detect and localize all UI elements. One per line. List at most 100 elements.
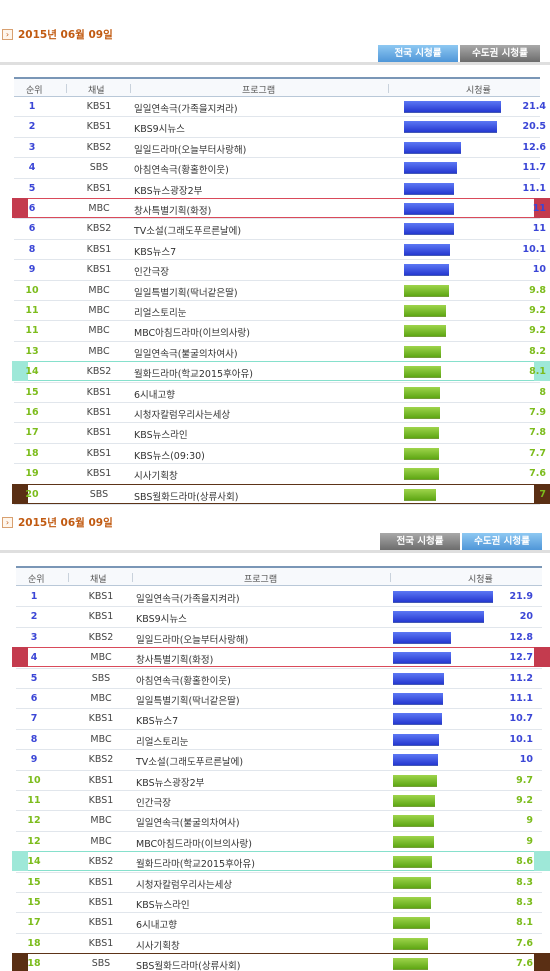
channel-cell: KBS1 [88,795,114,806]
table-row[interactable]: 15 KBS1 6시내고향 8 [14,383,546,403]
rating-value: 9 [526,815,533,827]
highlight-cap-right [534,361,550,382]
rating-bar [404,121,497,134]
table-row[interactable]: 6 MBC 창사특별기획(화정) 11 [14,199,546,220]
header-program: 프로그램 [242,86,276,96]
table-row[interactable]: 16 KBS1 시청자칼럼우리사는세상 7.9 [14,403,546,424]
table-row[interactable]: 6 MBC 일일특별기획(딱너같은딸) 11.1 [16,689,542,710]
tab-capital-ratings[interactable]: 수도권 시청률 [460,45,540,62]
table-row[interactable]: 18 SBS SBS월화드라마(상류사회) 7.6 [16,954,542,971]
table-row[interactable]: 10 MBC 일일특별기획(딱너같은딸) 9.8 [14,281,546,301]
program-cell: 시사기획창 [134,471,178,483]
rank-cell: 1 [28,101,36,112]
channel-cell: KBS1 [86,243,112,255]
program-cell: KBS뉴스7 [136,716,179,728]
table-row[interactable]: 13 MBC 일일연속극(불굴의차여사) 8.2 [14,342,546,363]
table-row[interactable]: 11 MBC 리얼스토리눈 9.2 [14,301,546,322]
channel-cell: KBS2 [88,754,114,766]
table-row[interactable]: 18 KBS1 KBS뉴스(09:30) 7.7 [14,444,546,465]
table-row[interactable]: 17 KBS1 6시내고향 8.1 [16,913,542,934]
table-row[interactable]: 20 SBS SBS월화드라마(상류사회) 7 [14,485,546,505]
table-row[interactable]: 17 KBS1 KBS뉴스라인 7.8 [14,423,546,444]
rating-bar [393,693,443,705]
rank-cell: 9 [30,754,38,766]
table-row[interactable]: 15 KBS1 KBS뉴스라인 8.3 [16,893,542,914]
table-row[interactable]: 15 KBS1 시청자칼럼우리사는세상 8.3 [16,873,542,893]
channel-cell: KBS1 [86,121,112,133]
channel-cell: KBS1 [88,917,114,929]
table-row[interactable]: 7 KBS1 KBS뉴스7 10.7 [16,709,542,730]
table-row[interactable]: 19 KBS1 시사기획창 7.6 [14,464,546,485]
rating-bar [393,917,430,930]
table-row[interactable]: 14 KBS2 월화드라마(학교2015후아유) 8.1 [14,362,546,383]
table-row[interactable]: 12 MBC MBC아침드라마(이브의사랑) 9 [16,832,542,853]
header-divider [68,573,69,582]
channel-cell: KBS1 [86,182,112,194]
table-row[interactable]: 11 KBS1 인간극장 9.2 [16,791,542,812]
highlight-cap-right [534,953,550,971]
program-cell: TV소설(그래도푸르른날에) [134,226,242,238]
program-cell: 리얼스토리눈 [134,308,187,319]
tab-capital-ratings[interactable]: 수도권 시청률 [462,533,542,550]
channel-cell: KBS1 [86,407,112,418]
rating-value: 10 [519,754,533,766]
table-row[interactable]: 1 KBS1 일일연속극(가족을지켜라) 21.4 [14,97,546,118]
rating-bar [404,284,449,297]
table-row[interactable]: 10 KBS1 KBS뉴스광장2부 9.7 [16,771,542,791]
rating-bar [404,162,457,175]
tab-national-ratings[interactable]: 전국 시청률 [380,533,460,550]
table-row[interactable]: 2 KBS1 KBS9시뉴스 20 [16,607,542,628]
tab-underline [0,62,550,65]
rating-bar [404,141,461,154]
table-row[interactable]: 12 MBC 일일연속극(불굴의차여사) 9 [16,811,542,832]
table-row[interactable]: 4 MBC 창사특별기획(화정) 12.7 [16,648,542,669]
rating-value: 21.4 [522,101,546,112]
program-cell: KBS9시뉴스 [136,614,187,626]
rank-cell: 5 [30,672,38,684]
channel-cell: MBC [90,835,112,847]
header-divider [66,84,67,93]
table-row[interactable]: 3 KBS2 일일드라마(오늘부터사랑해) 12.8 [16,628,542,649]
channel-cell: SBS [91,672,111,684]
header-divider [390,573,391,582]
rating-bar [404,182,454,195]
table-row[interactable]: 9 KBS1 인간극장 10 [14,260,546,281]
table-row[interactable]: 8 MBC 리얼스토리눈 10.1 [16,730,542,751]
table-row[interactable]: 6 KBS2 TV소설(그래도푸르른날에) 11 [14,219,546,240]
channel-cell: MBC [90,815,112,827]
table-row[interactable]: 3 KBS2 일일드라마(오늘부터사랑해) 12.6 [14,138,546,159]
table-row[interactable]: 14 KBS2 월화드라마(학교2015후아유) 8.6 [16,852,542,873]
channel-cell: MBC [90,652,112,664]
table-row[interactable]: 1 KBS1 일일연속극(가족을지켜라) 21.9 [16,587,542,608]
rating-value: 7.6 [516,958,533,970]
tab-national-ratings[interactable]: 전국 시청률 [378,45,458,62]
rank-cell: 4 [28,162,36,174]
channel-cell: KBS1 [86,447,112,459]
rank-cell: 8 [28,243,36,255]
table-row[interactable]: 5 KBS1 KBS뉴스광장2부 11.1 [14,179,546,199]
program-cell: MBC아침드라마(이브의사랑) [134,328,250,340]
program-cell: 일일연속극(가족을지켜라) [134,104,238,115]
rank-cell: 6 [28,203,36,214]
program-cell: KBS9시뉴스 [134,124,185,136]
program-cell: 일일연속극(불굴의차여사) [136,818,240,830]
rating-bar [393,754,438,767]
table-row[interactable]: 5 SBS 아침연속극(황홀한이웃) 11.2 [16,669,542,689]
rating-value: 11.1 [509,693,533,704]
rating-value: 8.1 [516,917,533,929]
channel-cell: KBS1 [88,937,114,949]
table-row[interactable]: 11 MBC MBC아침드라마(이브의사랑) 9.2 [14,321,546,342]
rating-value: 9.8 [529,284,546,296]
table-row[interactable]: 9 KBS2 TV소설(그래도푸르른날에) 10 [16,750,542,771]
rank-cell: 16 [25,407,39,418]
rank-cell: 15 [25,386,39,398]
table-row[interactable]: 8 KBS1 KBS뉴스7 10.1 [14,240,546,261]
program-cell: 일일드라마(오늘부터사랑해) [134,144,247,156]
table-row[interactable]: 18 KBS1 시사기획창 7.6 [16,934,542,955]
program-cell: 월화드라마(학교2015후아유) [136,859,255,871]
rank-cell: 2 [28,121,36,133]
program-cell: 6시내고향 [136,920,178,932]
table-row[interactable]: 4 SBS 아침연속극(황홀한이웃) 11.7 [14,158,546,179]
rating-value: 7.6 [529,468,546,480]
table-row[interactable]: 2 KBS1 KBS9시뉴스 20.5 [14,117,546,138]
